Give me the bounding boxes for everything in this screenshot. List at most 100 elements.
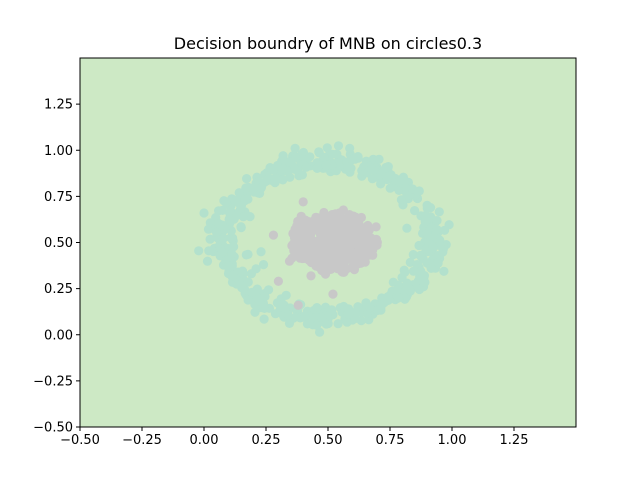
scatter-point — [421, 244, 431, 254]
y-tick-label: 1.00 — [44, 144, 73, 159]
x-tick-label: 1.00 — [438, 433, 467, 448]
scatter-point — [410, 206, 420, 216]
scatter-point — [225, 216, 235, 226]
scatter-point — [366, 233, 376, 243]
scatter-point — [298, 197, 308, 207]
x-tick-label: 0.50 — [314, 433, 343, 448]
scatter-points — [194, 141, 454, 337]
scatter-point — [422, 229, 432, 239]
scatter-point — [256, 247, 266, 257]
scatter-point — [250, 307, 260, 317]
scatter-point — [328, 289, 338, 299]
scatter-point — [234, 188, 244, 198]
x-tick-label: 0.25 — [252, 433, 281, 448]
scatter-point — [320, 258, 330, 269]
scatter-point — [240, 196, 250, 206]
scatter-point — [392, 285, 402, 295]
x-tick-label: 1.25 — [500, 433, 529, 448]
scatter-point — [260, 291, 270, 302]
scatter-point — [366, 164, 377, 174]
scatter-point — [327, 149, 338, 159]
scatter-point — [348, 252, 358, 262]
scatter-point — [259, 314, 269, 324]
scatter-point — [342, 238, 352, 248]
scatter-point — [408, 250, 418, 260]
scatter-point — [293, 300, 303, 310]
scatter-point — [285, 157, 295, 167]
scatter-point — [321, 160, 331, 171]
scatter-point — [368, 245, 378, 255]
scatter-point — [408, 184, 418, 194]
scatter-point — [332, 247, 342, 258]
scatter-point — [373, 305, 383, 315]
scatter-point — [393, 293, 403, 303]
scatter-point — [348, 211, 358, 221]
scatter-point — [414, 240, 424, 251]
scatter-point — [385, 183, 395, 193]
scatter-point — [338, 267, 348, 277]
scatter-point — [402, 223, 412, 233]
scatter-point — [301, 162, 311, 172]
scatter-point — [408, 266, 419, 276]
y-tick-label: 0.25 — [44, 282, 73, 297]
scatter-point — [203, 224, 214, 234]
scatter-point — [345, 143, 355, 153]
y-tick-label: −0.50 — [33, 421, 73, 436]
scatter-point — [296, 250, 306, 260]
series-class-1 — [194, 141, 454, 337]
scatter-point — [374, 154, 384, 164]
scatter-point — [306, 271, 316, 281]
scatter-point — [243, 277, 253, 287]
scatter-point — [297, 170, 307, 180]
scatter-point — [312, 303, 322, 313]
scatter-point — [261, 176, 271, 186]
scatter-point — [241, 183, 251, 193]
scatter-point — [339, 231, 349, 241]
y-tick-label: 0.00 — [44, 328, 73, 343]
scatter-point — [242, 174, 252, 184]
scatter-point — [228, 270, 238, 281]
scatter-point — [236, 222, 246, 232]
scatter-point — [349, 265, 359, 275]
scatter-point — [356, 222, 366, 232]
scatter-point — [405, 257, 415, 267]
x-tick-label: −0.25 — [122, 433, 162, 448]
scatter-point — [213, 218, 224, 229]
scatter-point — [283, 310, 293, 320]
scatter-point — [278, 164, 288, 174]
scatter-point — [416, 266, 426, 276]
scatter-point — [342, 317, 352, 327]
scatter-point — [221, 197, 231, 208]
scatter-point — [333, 319, 343, 329]
scatter-point — [238, 212, 248, 222]
scatter-point — [344, 309, 354, 319]
scatter-point — [227, 249, 237, 259]
scatter-point — [381, 162, 391, 173]
scatter-point — [268, 230, 279, 240]
x-axis: −0.50 −0.25 0.00 0.25 0.50 0.75 1.00 1.25 — [60, 427, 528, 448]
scatter-point — [278, 175, 288, 185]
scatter-point — [290, 143, 300, 153]
scatter-point — [394, 177, 404, 187]
scatter-point — [333, 141, 344, 151]
y-tick-label: 0.50 — [44, 236, 73, 251]
scatter-point — [308, 224, 318, 234]
scatter-point — [439, 266, 449, 276]
scatter-point — [440, 225, 450, 235]
scatter-point — [218, 233, 229, 243]
scatter-point — [316, 312, 326, 322]
y-tick-label: 1.25 — [44, 98, 73, 113]
scatter-point — [416, 251, 426, 261]
scatter-point — [343, 162, 353, 172]
scatter-point — [278, 151, 288, 161]
y-axis: −0.50 −0.25 0.00 0.25 0.50 0.75 1.00 1.25 — [33, 98, 80, 436]
scatter-point — [435, 241, 445, 251]
scatter-point — [290, 164, 300, 174]
scatter-point — [256, 183, 266, 193]
scatter-point — [204, 246, 214, 256]
scatter-point — [376, 179, 386, 189]
scatter-point — [243, 249, 253, 259]
scatter-point — [367, 174, 377, 184]
scatter-point — [319, 214, 329, 224]
scatter-point — [338, 205, 348, 215]
